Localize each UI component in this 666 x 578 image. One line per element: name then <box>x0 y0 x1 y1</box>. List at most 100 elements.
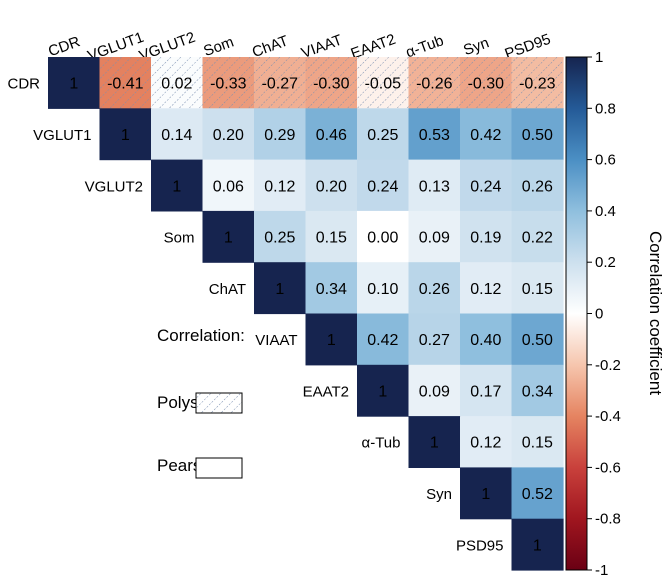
cell-value-label: 0.15 <box>522 435 553 452</box>
heatmap-cell-EAAT2-α-Tub: 0.09 <box>408 364 461 417</box>
cell-fill <box>408 364 461 417</box>
polyserial-hatch <box>99 57 151 109</box>
colorbar-tick-label: -1 <box>595 562 608 578</box>
cell-value-label: -0.30 <box>468 76 505 93</box>
cell-value-label: -0.41 <box>107 76 144 93</box>
cell-value-label: -0.05 <box>365 76 402 93</box>
heatmap-cell-VIAAT-EAAT2: 0.42 <box>357 313 410 366</box>
cell-value-label: 1 <box>172 178 181 195</box>
heatmap-cell-VIAAT-PSD95: 0.50 <box>511 313 564 366</box>
cell-value-label: 0.20 <box>316 178 347 195</box>
cell-fill <box>99 108 152 161</box>
cell-value-label: 1 <box>121 127 130 144</box>
cell-value-label: 0.27 <box>419 332 450 349</box>
colorbar-tick-label: 0 <box>595 306 603 323</box>
heatmap-cell-VGLUT2-Som: 0.06 <box>202 159 255 212</box>
cell-value-label: 0.12 <box>470 281 501 298</box>
heatmap-cell-VGLUT1-ChAT: 0.29 <box>254 108 307 161</box>
heatmap-cell-CDR-Som: -0.33 <box>202 57 255 109</box>
heatmap-cell-VGLUT1-Som: 0.20 <box>202 108 255 161</box>
heatmap-cell-VGLUT1-α-Tub: 0.53 <box>408 108 461 161</box>
row-label-VGLUT1: VGLUT1 <box>33 127 91 144</box>
cell-fill <box>408 262 461 315</box>
heatmap-cells: 1 -0.41 0.02 -0.33 -0.27 -0.30 -0.05 -0.26 -0.30… <box>48 57 564 571</box>
heatmap-cell-VGLUT1-VGLUT1: 1 <box>99 108 152 161</box>
heatmap-cell-Syn-Syn: 1 <box>460 467 513 520</box>
heatmap-cell-VGLUT1-PSD95: 0.50 <box>511 108 564 161</box>
heatmap-cell-ChAT-α-Tub: 0.26 <box>408 262 461 315</box>
heatmap-cell-α-Tub-PSD95: 0.15 <box>511 416 564 468</box>
heatmap-cell-ChAT-EAAT2: 0.10 <box>357 262 410 315</box>
cell-value-label: 1 <box>430 435 439 452</box>
colorbar-tick-label: -0.2 <box>595 357 621 374</box>
cell-value-label: 0.46 <box>316 127 347 144</box>
cell-value-label: 0.02 <box>161 76 192 93</box>
colorbar-tick-label: 0.4 <box>595 203 616 220</box>
heatmap-cell-CDR-PSD95: -0.23 <box>511 57 564 109</box>
heatmap-cell-Syn-PSD95: 0.52 <box>511 467 564 520</box>
cell-fill <box>357 262 410 315</box>
cell-value-label: 0.29 <box>264 127 295 144</box>
polyserial-hatch <box>511 57 563 109</box>
heatmap-cell-VGLUT2-VGLUT2: 1 <box>151 159 204 212</box>
cell-fill <box>408 416 461 468</box>
cell-fill <box>357 210 410 263</box>
heatmap-cell-CDR-Syn: -0.30 <box>460 57 513 109</box>
cell-value-label: 1 <box>533 537 542 554</box>
cell-fill <box>511 518 564 571</box>
row-label-EAAT2: EAAT2 <box>303 383 349 400</box>
cell-value-label: 0.26 <box>522 178 553 195</box>
cell-fill <box>511 108 564 161</box>
heatmap-cell-α-Tub-α-Tub: 1 <box>408 416 461 468</box>
row-label-CDR: CDR <box>8 76 41 93</box>
cell-fill <box>202 159 255 212</box>
colorbar-label: Correlation coefficient <box>646 231 665 395</box>
heatmap-cell-Som-ChAT: 0.25 <box>254 210 307 263</box>
heatmap-cell-Som-EAAT2: 0.00 <box>357 210 410 263</box>
heatmap-cell-VIAAT-Syn: 0.40 <box>460 313 513 366</box>
cell-value-label: 0.40 <box>470 332 501 349</box>
cell-fill <box>408 108 461 161</box>
cell-fill <box>511 364 564 417</box>
cell-value-label: 0.17 <box>470 383 501 400</box>
colorbar-tick-label: -0.8 <box>595 511 621 528</box>
heatmap-cell-VIAAT-VIAAT: 1 <box>305 313 358 366</box>
heatmap-cell-Som-Som: 1 <box>202 210 255 263</box>
row-label-VGLUT2: VGLUT2 <box>85 178 143 195</box>
heatmap-cell-VGLUT1-Syn: 0.42 <box>460 108 513 161</box>
heatmap-cell-α-Tub-Syn: 0.12 <box>460 416 513 468</box>
legend-swatch-pearson <box>195 457 243 479</box>
heatmap-cell-Som-VIAAT: 0.15 <box>305 210 358 263</box>
cell-value-label: 1 <box>378 383 387 400</box>
cell-fill <box>408 210 461 263</box>
heatmap-cell-EAAT2-Syn: 0.17 <box>460 364 513 417</box>
row-label-VIAAT: VIAAT <box>255 332 297 349</box>
cell-value-label: 0.25 <box>264 230 295 247</box>
cell-fill <box>511 262 564 315</box>
cell-value-label: 0.24 <box>470 178 501 195</box>
cell-value-label: -0.33 <box>210 76 247 93</box>
cell-value-label: -0.27 <box>262 76 299 93</box>
cell-fill <box>408 159 461 212</box>
row-label-ChAT: ChAT <box>209 281 246 298</box>
cell-fill <box>305 313 358 366</box>
heatmap-cell-EAAT2-EAAT2: 1 <box>357 364 410 417</box>
cell-fill <box>511 313 564 366</box>
cell-value-label: 1 <box>275 281 284 298</box>
cell-fill <box>305 108 358 161</box>
cell-value-label: 0.13 <box>419 178 450 195</box>
cell-fill <box>460 262 513 315</box>
cell-value-label: 0.10 <box>367 281 398 298</box>
cell-value-label: 0.00 <box>367 230 398 247</box>
cell-value-label: -0.26 <box>416 76 453 93</box>
cell-value-label: 1 <box>69 76 78 93</box>
cell-value-label: 1 <box>224 230 233 247</box>
cell-fill <box>254 262 307 315</box>
cell-fill <box>254 210 307 263</box>
cell-fill <box>357 159 410 212</box>
cell-fill <box>460 364 513 417</box>
polyserial-hatch <box>408 57 460 109</box>
cell-fill <box>151 108 204 161</box>
heatmap-cell-VIAAT-α-Tub: 0.27 <box>408 313 461 366</box>
